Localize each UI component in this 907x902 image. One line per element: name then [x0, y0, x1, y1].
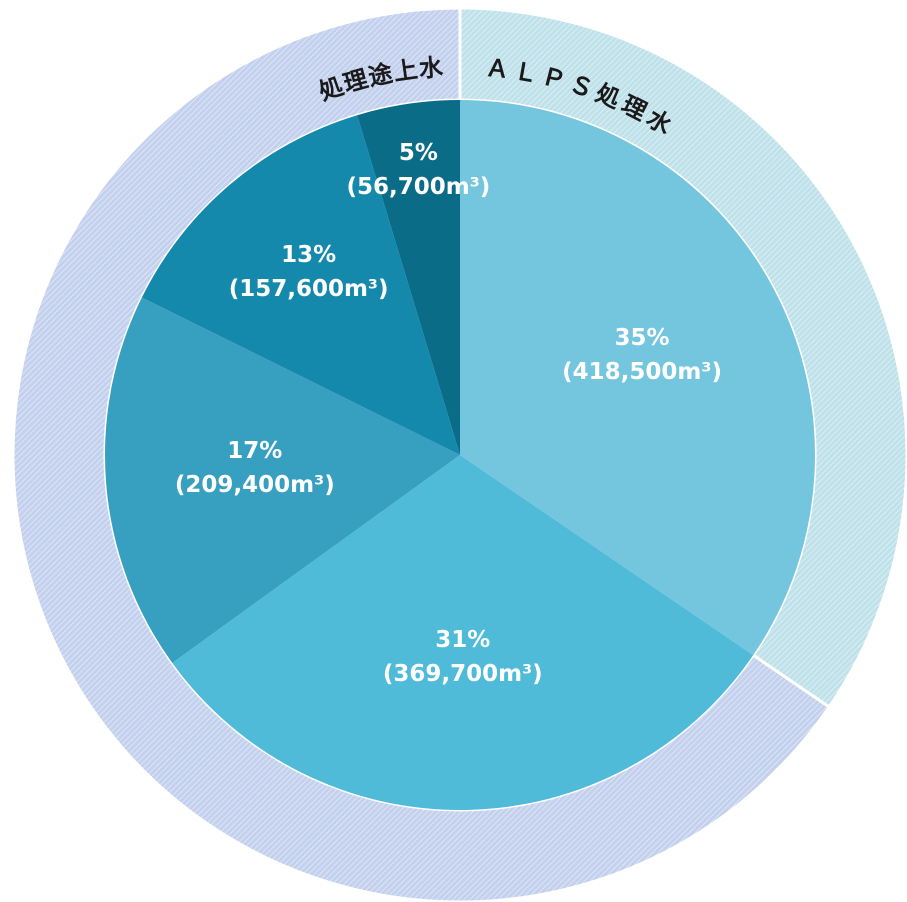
percent-label: 17% [227, 438, 282, 464]
percent-label: 5% [399, 140, 438, 166]
pie-slice [460, 100, 815, 656]
volume-label: (56,700m³) [346, 174, 490, 200]
percent-label: 31% [435, 627, 490, 653]
percent-label: 35% [615, 325, 670, 351]
percent-label: 13% [281, 242, 336, 268]
pie-slice [105, 297, 461, 663]
pie-slice [357, 100, 460, 455]
pie-slice [172, 455, 754, 810]
pie-slice [141, 115, 461, 455]
volume-label: (157,600m³) [229, 276, 389, 302]
volume-label: (369,700m³) [383, 661, 543, 687]
volume-label: (209,400m³) [175, 472, 335, 498]
volume-label: (418,500m³) [562, 359, 722, 385]
